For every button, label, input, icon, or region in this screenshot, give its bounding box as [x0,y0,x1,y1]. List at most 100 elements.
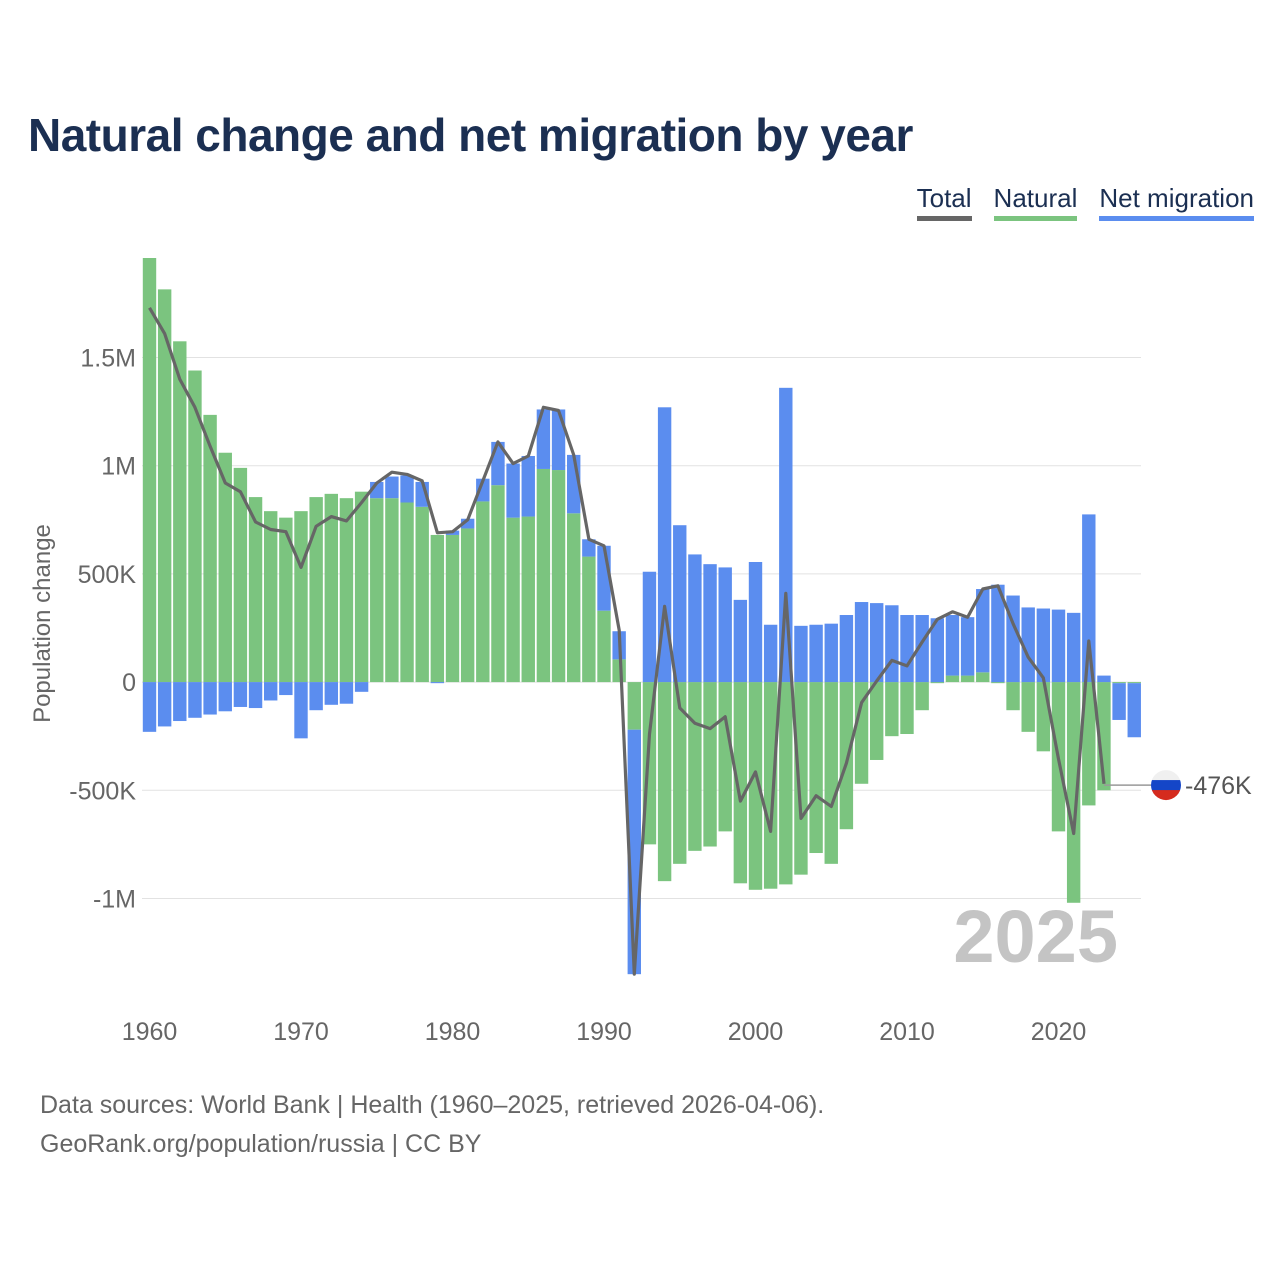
net-migration-bar [930,618,944,683]
natural-bar [627,682,641,730]
natural-bar [188,370,202,683]
net-migration-bar [582,539,596,557]
net-migration-bar [430,682,445,684]
natural-bar [248,497,263,683]
net-migration-bar [1066,612,1081,683]
natural-bar [279,517,293,683]
net-migration-bar [324,682,338,705]
net-migration-bar [779,387,793,683]
net-migration-bar [945,615,960,676]
footer-attribution: GeoRank.org/population/russia | CC BY [40,1130,482,1158]
net-migration-bar [309,682,323,711]
net-migration-bar [854,602,869,683]
natural-bar [324,493,338,683]
x-tick-label: 1970 [273,1018,329,1046]
legend-total[interactable]: Total [916,183,972,221]
net-migration-bar [218,682,232,712]
natural-bar [779,682,793,885]
x-tick-label: 2020 [1031,1018,1087,1046]
natural-bar [763,682,778,889]
net-migration-bar [294,682,308,739]
total-line [148,306,1106,976]
x-tick-label: 2000 [728,1018,784,1046]
natural-bar [400,502,414,683]
natural-bar [794,682,808,875]
x-tick-label: 2010 [879,1018,935,1046]
natural-bar [597,610,611,683]
net-migration-bar [900,615,914,683]
natural-bar [173,341,187,683]
y-tick-label: -1M [93,885,136,913]
natural-bar [1036,682,1051,752]
natural-bar [809,682,823,854]
natural-bar [203,414,217,683]
natural-bar [673,682,687,864]
natural-bar [991,682,1005,684]
net-migration-bar [885,605,899,683]
net-migration-bar [642,571,657,683]
net-migration-bar [551,409,566,471]
net-migration-bar [279,682,293,696]
net-migration-bar [794,625,808,683]
legend-net-migration[interactable]: Net migration [1099,183,1254,221]
natural-bar [339,498,354,683]
natural-bar [960,675,975,683]
natural-bar [582,556,596,683]
footer: Data sources: World Bank | Health (1960–… [40,1086,824,1164]
natural-bar [309,497,323,683]
natural-bar [657,682,672,882]
natural-bar [1021,682,1035,732]
x-tick-label: 1980 [425,1018,481,1046]
end-value-label: -476K [1185,772,1252,800]
natural-bar [839,682,854,830]
x-tick-label: 1960 [122,1018,178,1046]
natural-bar [551,470,566,683]
y-tick-label: 1.5M [80,345,136,373]
natural-bar [1112,682,1126,684]
natural-bar [567,513,581,683]
net-migration-bar [809,624,823,683]
net-migration-bar [1082,514,1096,683]
net-migration-bar [915,615,929,683]
chart-title: Natural change and net migration by year [28,109,913,161]
natural-bar [506,517,520,683]
natural-bar [854,682,869,784]
y-tick-label: 500K [78,561,137,589]
net-migration-bar [385,476,399,499]
net-migration-bar [718,567,732,683]
net-migration-bar [976,589,990,673]
net-migration-bar [203,682,217,715]
natural-bar [703,682,717,847]
net-migration-bar [839,615,854,683]
net-migration-bar [960,617,975,676]
natural-bar [491,485,505,683]
y-tick-label: 1M [101,453,136,481]
axes: -1M -500K 0 500K 1M 1.5M 1960 1970 1980 1990 2000 2… [69,345,1086,1046]
net-migration-bar [657,407,672,683]
y-tick-label: -500K [69,777,136,805]
natural-bar [915,682,929,711]
natural-bar [1066,682,1081,903]
natural-bar [930,682,944,684]
net-migration-bar [354,682,369,692]
natural-bar [1082,682,1096,806]
natural-bar [1127,682,1141,684]
net-migration-bar [1127,683,1141,738]
net-migration-bar [248,682,263,709]
legend-natural[interactable]: Natural [993,183,1078,221]
natural-bar [748,682,763,890]
net-migration-bar [233,682,248,707]
net-migration-bar [733,599,748,683]
natural-bar [945,675,960,683]
net-migration-bar [476,478,490,502]
natural-bar [264,511,278,683]
net-migration-bar [506,463,520,518]
total-line-layer [148,306,1106,976]
net-migration-bar [824,623,838,683]
natural-bar [370,498,384,683]
grid-lines [142,357,1141,899]
natural-bar [870,682,884,760]
net-migration-bar [339,682,354,704]
net-migration-bar [188,682,202,718]
